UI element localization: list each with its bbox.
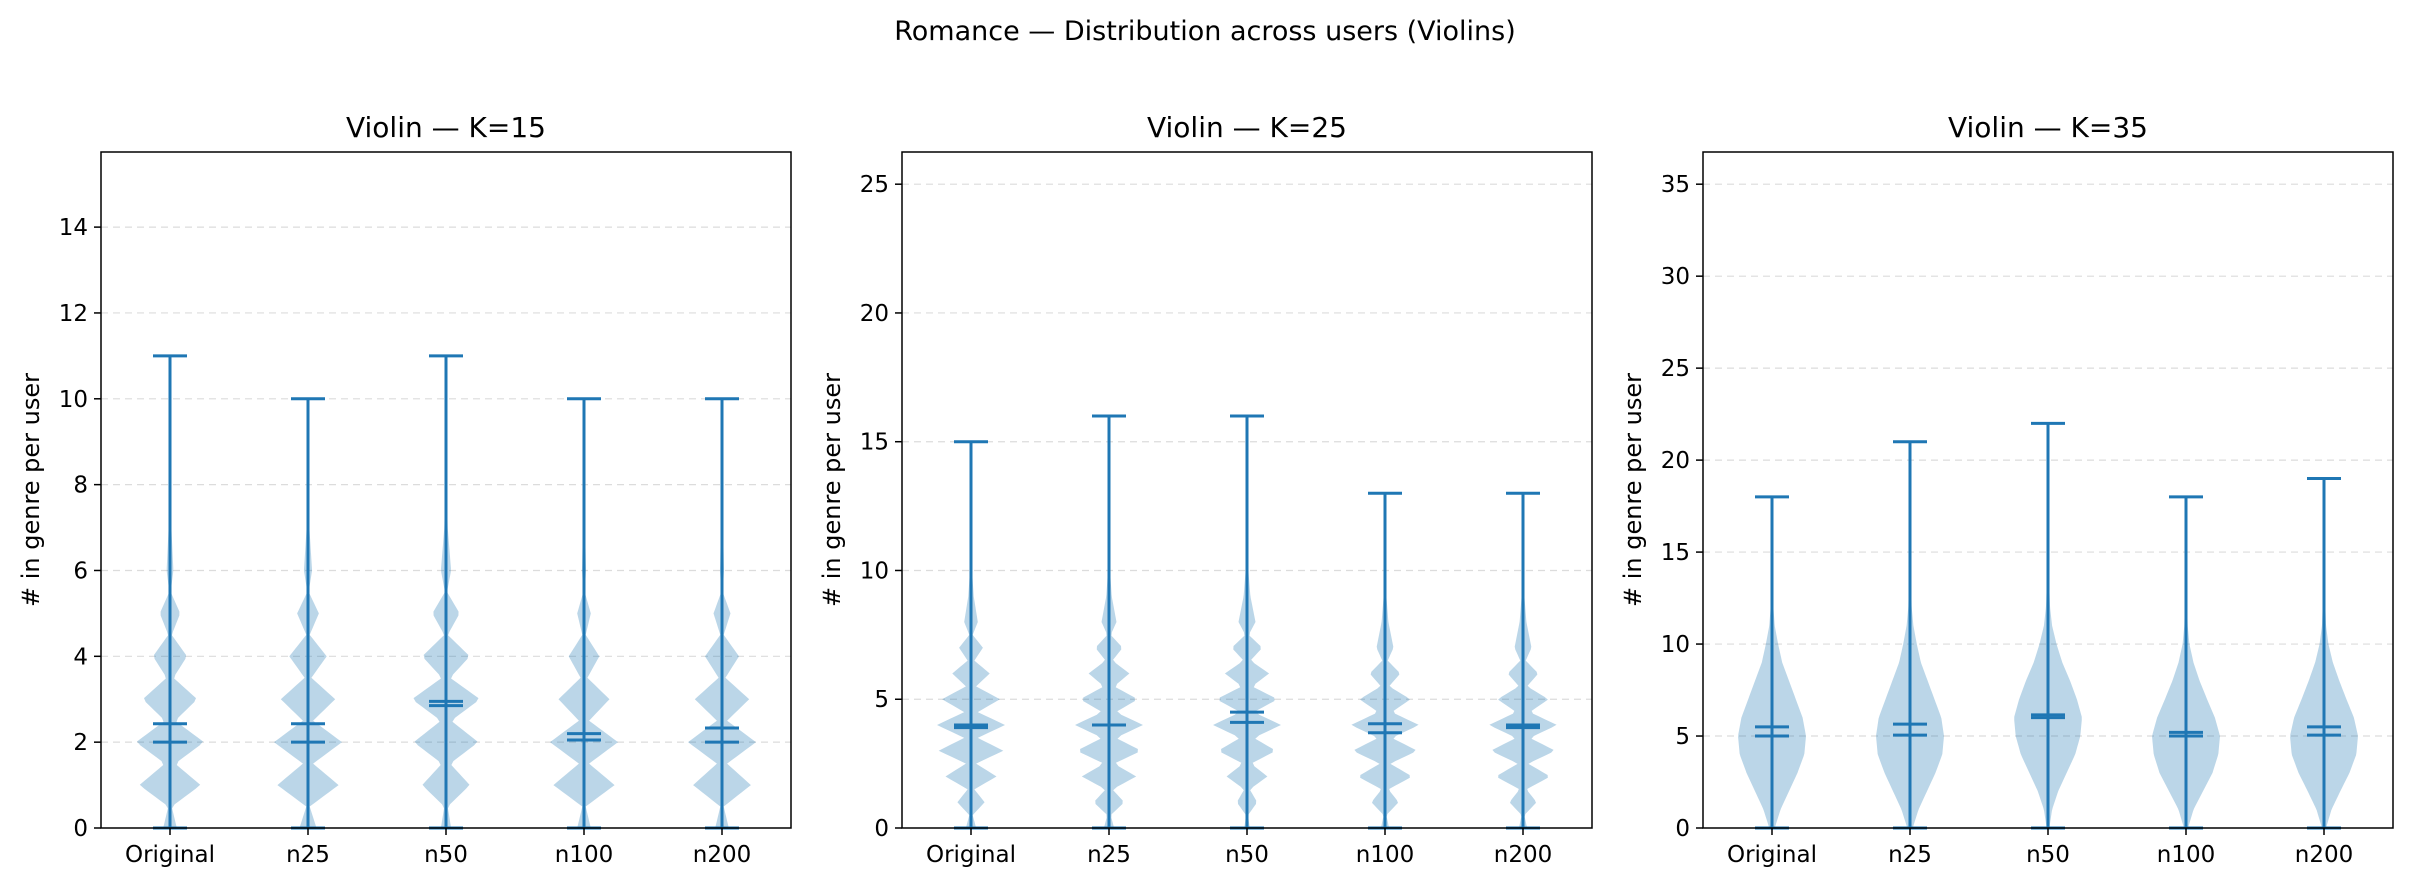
x-tick-label: n50 [2026, 842, 2070, 868]
y-axis-label: # in genre per user [1619, 373, 1647, 607]
violin-n50 [413, 354, 479, 830]
y-tick-label: 10 [860, 558, 889, 584]
y-tick-label: 2 [73, 730, 88, 756]
violin-n50 [1213, 414, 1281, 830]
y-tick-label: 20 [860, 301, 889, 327]
y-tick-label: 8 [73, 473, 88, 499]
y-tick-label: 25 [1661, 356, 1690, 382]
chart-title: Violin — K=35 [1948, 111, 2148, 144]
violin-original [136, 354, 204, 830]
y-tick-label: 0 [1675, 816, 1690, 842]
y-tick-label: 5 [874, 687, 889, 713]
y-tick-label: 25 [860, 172, 889, 198]
violin-original [1738, 495, 1806, 830]
violin-n25 [1075, 414, 1143, 830]
x-tick-label: n100 [1356, 842, 1414, 868]
chart-panel-3: 0 5 10 15 20 25 30 35 Original n25 n50 n100 n200 Viol… [1619, 111, 2394, 868]
y-tick-label: 4 [73, 644, 88, 670]
y-tick-label: 14 [59, 215, 88, 241]
y-tick-label: 10 [1661, 632, 1690, 658]
y-tick-label: 6 [73, 558, 88, 584]
chart-title: Violin — K=15 [346, 111, 546, 144]
violin-n25 [274, 397, 342, 830]
y-tick-label: 15 [860, 430, 889, 456]
violin-n200 [688, 397, 756, 830]
y-tick-label: 15 [1661, 540, 1690, 566]
x-tick-label: n200 [1494, 842, 1552, 868]
x-tick-label: n50 [1225, 842, 1269, 868]
y-tick-label: 30 [1661, 264, 1690, 290]
y-tick-label: 0 [73, 816, 88, 842]
x-tick-label: n25 [286, 842, 330, 868]
x-tick-label: n200 [2295, 842, 2353, 868]
x-tick-label: n50 [424, 842, 468, 868]
x-tick-label: n200 [693, 842, 751, 868]
y-tick-label: 0 [874, 816, 889, 842]
y-tick-label: 5 [1675, 724, 1690, 750]
violin-n200 [1489, 491, 1557, 830]
y-tick-label: 20 [1661, 448, 1690, 474]
y-tick-label: 10 [59, 387, 88, 413]
x-tick-label: n100 [2157, 842, 2215, 868]
violin-n100 [2152, 495, 2220, 830]
x-tick-label: n100 [555, 842, 613, 868]
chart-panel-2: 0 5 10 15 20 25 Original n25 n50 n100 n200 Violin —… [818, 111, 1593, 868]
x-tick-label: Original [1727, 842, 1817, 868]
x-tick-label: n25 [1888, 842, 1932, 868]
violin-n100 [550, 397, 618, 830]
x-tick-label: Original [926, 842, 1016, 868]
violin-n200 [2290, 477, 2358, 830]
violin-original [937, 440, 1005, 830]
violin-n100 [1351, 491, 1419, 830]
figure-title: Romance — Distribution across users (Vio… [894, 16, 1516, 47]
x-tick-label: n25 [1087, 842, 1131, 868]
chart-title: Violin — K=25 [1147, 111, 1347, 144]
violin-n50 [2014, 421, 2082, 830]
x-tick-label: Original [125, 842, 215, 868]
violin-n25 [1876, 440, 1944, 830]
y-axis-label: # in genre per user [17, 373, 45, 607]
y-tick-label: 35 [1661, 172, 1690, 198]
chart-panel-1: 0 2 4 6 8 10 12 14 Original n25 n50 n100 n200 Violin … [17, 111, 792, 868]
y-axis-label: # in genre per user [818, 373, 846, 607]
y-tick-label: 12 [59, 301, 88, 327]
